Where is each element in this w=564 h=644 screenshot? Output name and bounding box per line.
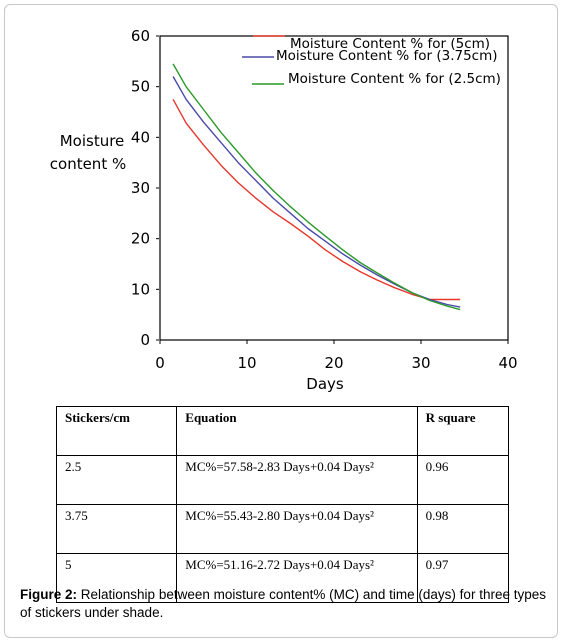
x-tick-label: 0	[155, 354, 165, 372]
caption-label: Figure 2:	[20, 587, 78, 602]
figure-caption: Figure 2: Relationship between moisture …	[20, 586, 548, 622]
y-tick-label: 50	[131, 78, 150, 96]
legend-label: Moisture Content % for (3.75cm)	[276, 48, 498, 64]
legend-label: Moisture Content % for (2.5cm)	[288, 71, 501, 87]
legend-label: Moisture Content % for (5cm)	[290, 36, 490, 52]
chart-ticks: 0 10 20 30 40 50 60 0 10 20 30 40	[131, 27, 518, 372]
cell-stickers: 3.75	[55, 504, 178, 554]
y-axis-title-line1: Moisture	[60, 132, 125, 150]
moisture-chart: 0 10 20 30 40 50 60 0 10 20 30 40 Moisture Content …	[50, 27, 518, 393]
x-tick-label: 40	[498, 354, 517, 372]
y-tick-label: 10	[131, 280, 150, 298]
cell-equation: MC%=51.16-2.72 Days+0.04 Days²	[176, 553, 418, 603]
series-line-2	[172, 63, 461, 311]
table-row: 3.75 MC%=55.43-2.80 Days+0.04 Days² 0.98	[55, 504, 510, 554]
cell-equation: MC%=57.58-2.83 Days+0.04 Days²	[176, 455, 418, 505]
header-r-square: R square	[416, 406, 510, 456]
y-tick-label: 60	[131, 27, 150, 45]
x-tick-label: 10	[237, 354, 256, 372]
header-stickers: Stickers/cm	[55, 406, 178, 456]
table-row: 5 MC%=51.16-2.72 Days+0.04 Days² 0.97	[55, 553, 510, 603]
y-tick-label: 30	[131, 179, 150, 197]
x-axis-title: Days	[306, 375, 344, 393]
x-tick-label: 20	[324, 354, 343, 372]
cell-stickers: 5	[55, 553, 178, 603]
cell-stickers: 2.5	[55, 455, 178, 505]
header-equation: Equation	[176, 406, 418, 456]
caption-text: Relationship between moisture content% (…	[20, 587, 546, 620]
chart-series	[172, 63, 461, 311]
chart-legend: Moisture Content % for (5cm)Moisture Con…	[242, 35, 501, 87]
table-row: 2.5 MC%=57.58-2.83 Days+0.04 Days² 0.96	[55, 455, 510, 505]
figure-frame	[4, 4, 558, 638]
y-tick-label: 0	[140, 331, 150, 349]
x-tick-label: 30	[411, 354, 430, 372]
cell-equation: MC%=55.43-2.80 Days+0.04 Days²	[176, 504, 418, 554]
cell-r-square: 0.97	[416, 553, 510, 603]
cell-r-square: 0.96	[416, 455, 510, 505]
series-line-0	[172, 98, 461, 301]
y-tick-label: 40	[131, 128, 150, 146]
cell-r-square: 0.98	[416, 504, 510, 554]
series-line-1	[172, 76, 461, 308]
equation-table: Stickers/cm Equation R square 2.5 MC%=57…	[55, 406, 510, 603]
y-axis-title-line2: content %	[50, 155, 126, 173]
table-header-row: Stickers/cm Equation R square	[55, 406, 510, 456]
y-tick-label: 20	[131, 230, 150, 248]
